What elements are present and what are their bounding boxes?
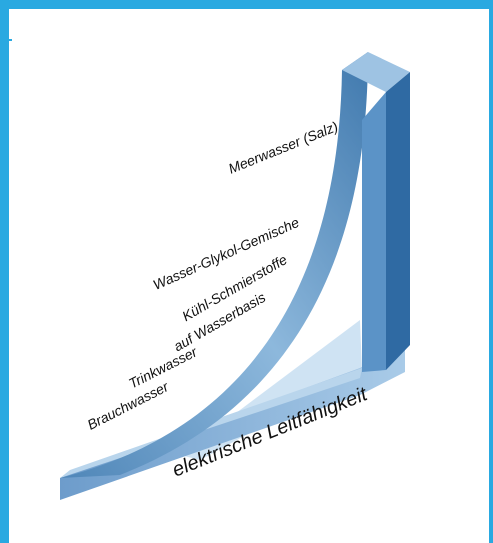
label: Brauchwasser bbox=[85, 378, 172, 433]
frame-left bbox=[0, 0, 9, 543]
pillar-side bbox=[386, 72, 410, 370]
frame-top bbox=[0, 0, 493, 9]
label: Meerwasser (Salz) bbox=[226, 118, 340, 177]
pillar-front bbox=[362, 92, 386, 372]
pillar-top bbox=[342, 52, 410, 92]
frame-right bbox=[489, 0, 493, 543]
